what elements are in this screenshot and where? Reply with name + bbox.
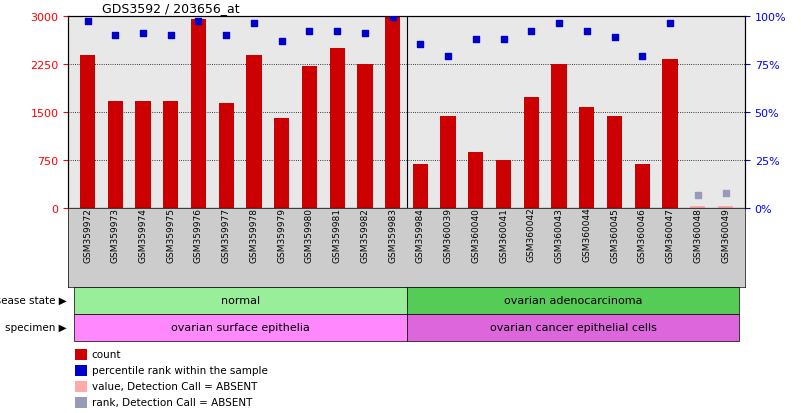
Text: count: count [92,349,121,359]
Bar [469,153,484,209]
Bar [80,56,95,209]
Bar [74,287,406,314]
Point [469,36,482,43]
Text: rank, Detection Call = ABSENT: rank, Detection Call = ABSENT [92,397,252,408]
Point [248,21,260,28]
Text: ovarian adenocarcinoma: ovarian adenocarcinoma [504,295,642,306]
Point [137,31,150,37]
Bar [406,314,739,341]
Text: percentile rank within the sample: percentile rank within the sample [92,366,268,375]
Point [719,190,732,197]
Point [414,42,427,49]
Bar [634,165,650,209]
Text: specimen ▶: specimen ▶ [5,322,66,332]
Bar [74,349,87,360]
Text: ovarian surface epithelia: ovarian surface epithelia [171,322,309,332]
Bar [718,206,733,209]
Bar [441,117,456,209]
Bar [163,102,179,209]
Bar [74,314,406,341]
Text: disease state ▶: disease state ▶ [0,295,66,306]
Bar [524,98,539,209]
Bar [302,66,317,209]
Bar [496,161,511,209]
Bar [406,287,739,314]
Point [553,21,566,28]
Point [581,28,594,35]
Point [441,54,454,60]
Point [636,54,649,60]
Bar [135,102,151,209]
Bar [191,20,206,209]
Text: value, Detection Call = ABSENT: value, Detection Call = ABSENT [92,382,257,392]
Point [276,38,288,45]
Point [608,34,621,41]
Bar [690,206,706,209]
Bar [551,64,566,209]
Point [525,28,537,35]
Bar [74,365,87,376]
Bar [357,64,372,209]
Text: ovarian cancer epithelial cells: ovarian cancer epithelial cells [489,322,656,332]
Point [303,28,316,35]
Point [331,28,344,35]
Point [192,19,205,26]
Bar [247,56,262,209]
Point [109,32,122,39]
Point [663,21,676,28]
Bar [74,397,87,408]
Point [386,15,399,22]
Bar [413,164,428,209]
Bar [385,19,400,209]
Text: GDS3592 / 203656_at: GDS3592 / 203656_at [102,2,239,15]
Bar [74,381,87,392]
Text: normal: normal [220,295,260,306]
Bar [219,104,234,209]
Point [164,32,177,39]
Point [359,31,372,37]
Bar [607,116,622,209]
Point [691,192,704,198]
Bar [662,59,678,209]
Point [497,36,510,43]
Point [81,19,94,26]
Bar [274,119,289,209]
Bar [579,108,594,209]
Bar [107,102,123,209]
Bar [329,49,344,209]
Point [219,32,232,39]
